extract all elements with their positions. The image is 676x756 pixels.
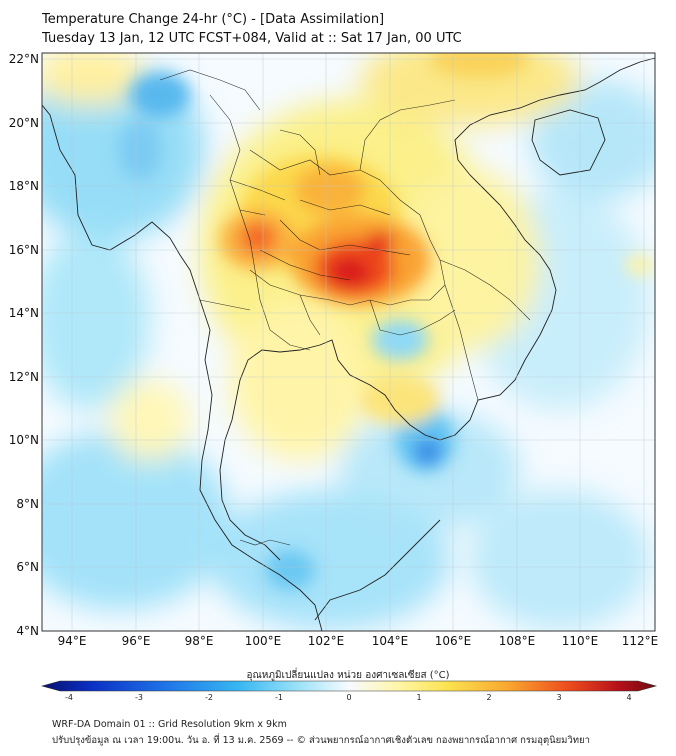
lat-tick-20: 20°N [9,116,39,130]
lon-tick-100: 100°E [245,634,282,648]
lat-tick-6: 6°N [16,560,39,574]
lon-axis: 94°E 96°E 98°E 100°E 102°E 104°E 106°E 1… [58,634,659,648]
lat-tick-10: 10°N [9,433,39,447]
lon-tick-108: 108°E [499,634,536,648]
gridlines [42,53,655,631]
borders [159,69,531,546]
field-fine-patterns [118,53,654,590]
map-border [41,52,656,632]
lat-tick-22: 22°N [9,52,39,66]
coastlines [42,57,655,631]
footer-model-info: WRF-DA Domain 01 :: Grid Resolution 9km … [52,719,287,730]
lat-tick-4: 4°N [16,624,39,638]
lon-tick-96: 96°E [122,634,151,648]
lat-tick-18: 18°N [9,179,39,193]
lat-tick-16: 16°N [9,243,39,257]
lat-tick-12: 12°N [9,370,39,384]
lon-tick-102: 102°E [308,634,345,648]
lon-tick-98: 98°E [185,634,214,648]
lat-axis: 22°N 20°N 18°N 16°N 14°N 12°N 10°N 8°N 6… [9,52,39,638]
temperature-change-map: 94°E 96°E 98°E 100°E 102°E 104°E 106°E 1… [9,52,659,648]
chart-subtitle: Tuesday 13 Jan, 12 UTC FCST+084, Valid a… [42,31,462,46]
lon-tick-94: 94°E [58,634,87,648]
lat-tick-14: 14°N [9,306,39,320]
map-frame-content [42,53,655,631]
lat-tick-8: 8°N [16,497,39,511]
chart-title: Temperature Change 24-hr (°C) - [Data As… [42,12,385,27]
lon-tick-112: 112°E [622,634,659,648]
lon-tick-104: 104°E [372,634,409,648]
footer-update-info: ปรับปรุงข้อมูล ณ เวลา 19:00น. วัน อ. ที่… [52,735,590,746]
lon-tick-106: 106°E [435,634,472,648]
field-broad-patterns [42,53,655,630]
lon-tick-110: 110°E [562,634,599,648]
